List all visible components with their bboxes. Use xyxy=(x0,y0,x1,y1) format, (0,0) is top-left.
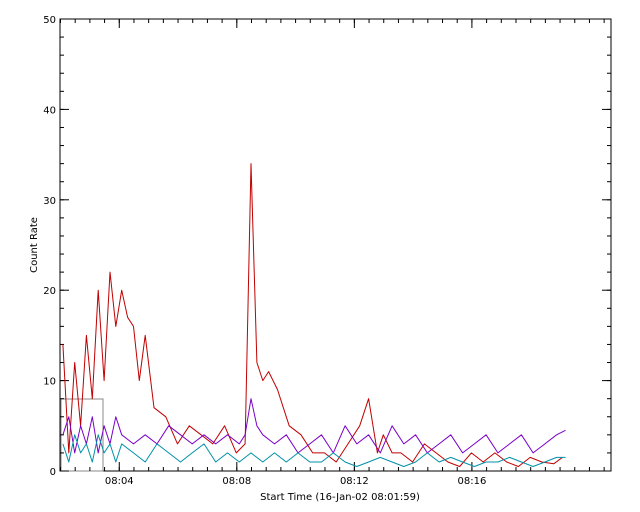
x-tick-label: 08:16 xyxy=(457,476,486,487)
x-tick-label: 08:04 xyxy=(105,476,134,487)
x-tick-label: 08:08 xyxy=(222,476,251,487)
y-axis-title: Count Rate xyxy=(29,217,40,273)
y-tick-label: 20 xyxy=(43,286,56,297)
y-tick-label: 30 xyxy=(43,196,56,207)
y-tick-label: 0 xyxy=(50,467,56,478)
series-layer xyxy=(62,163,566,467)
x-axis: 08:04 08:08 08:12 08:16 xyxy=(59,19,605,487)
y-tick-label: 50 xyxy=(43,15,56,26)
y-tick-label: 40 xyxy=(43,105,56,116)
plot-frame xyxy=(59,18,612,472)
x-tick-label: 08:12 xyxy=(340,476,369,487)
series-line-1 xyxy=(62,163,563,467)
series-line-3 xyxy=(62,434,566,467)
x-axis-title: Start Time (16-Jan-02 08:01:59) xyxy=(260,492,420,503)
y-tick-label: 10 xyxy=(43,377,56,388)
y-axis: 0 10 20 30 40 50 xyxy=(43,15,611,478)
series-line-2 xyxy=(62,398,566,454)
